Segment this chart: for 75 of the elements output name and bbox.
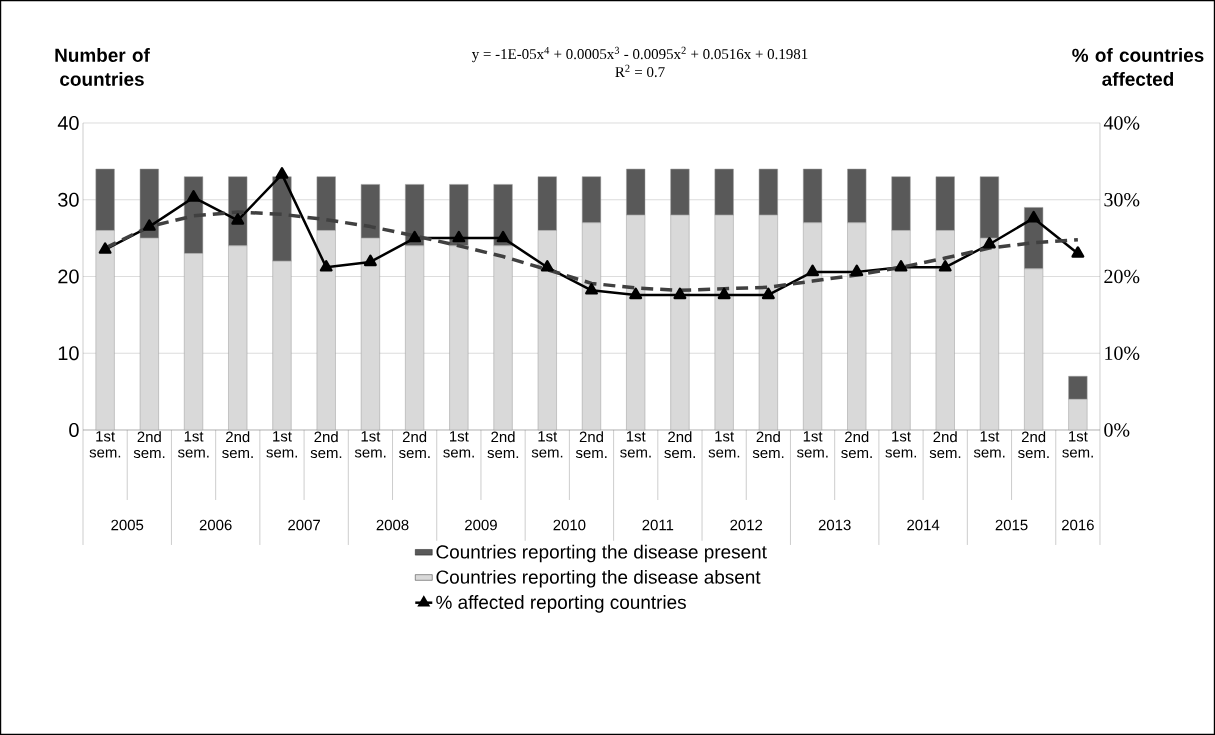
- point: [629, 287, 643, 300]
- y2-tick-label: 30%: [1104, 192, 1140, 207]
- x-tick-label: 1st sem.: [443, 431, 474, 458]
- y2-tick-label: 0%: [1104, 423, 1130, 437]
- text: R$^{2}$ = 0.7: [615, 64, 665, 78]
- x-tick-label: 2nd sem.: [1018, 431, 1049, 459]
- point: [496, 230, 510, 243]
- x-tick-label: 2nd sem.: [487, 431, 519, 459]
- y-tick-label: 40: [57, 115, 79, 131]
- text: 2009: [465, 519, 497, 531]
- x-tick-label: 1st sem.: [973, 431, 1005, 458]
- x-tick-label: 1st sem.: [797, 431, 828, 458]
- x-tick-label: 2nd sem.: [310, 431, 342, 459]
- x-tick-label: 1st sem.: [89, 431, 121, 458]
- point: [761, 287, 775, 300]
- text: 2005: [111, 519, 144, 531]
- legend-label: Countries reporting the disease absent: [436, 569, 761, 588]
- x-tick-label: 1st sem.: [885, 431, 917, 458]
- point: [982, 237, 996, 249]
- legend-label: % affected reporting countries: [436, 595, 686, 613]
- text: 2006: [199, 519, 232, 531]
- point: [673, 287, 687, 300]
- point: [408, 230, 422, 243]
- text: 2015: [995, 519, 1028, 531]
- point: [1071, 246, 1085, 258]
- point: [850, 264, 864, 277]
- x-tick-label: 2nd sem.: [399, 431, 430, 459]
- point: [1027, 210, 1041, 223]
- point: [142, 219, 156, 231]
- point: [187, 190, 200, 202]
- x-tick-label: 2nd sem.: [664, 431, 695, 459]
- x-tick-label: 1st sem.: [354, 431, 386, 458]
- y-tick-label: 30: [58, 192, 79, 207]
- text: 2011: [642, 519, 674, 531]
- x-tick-label: 1st sem.: [620, 431, 651, 458]
- text: 2016: [1062, 519, 1094, 531]
- x-tick-label: 2nd sem.: [841, 431, 872, 459]
- x-tick-label: 2nd sem.: [929, 431, 961, 459]
- x-tick-label: 1st sem.: [1062, 431, 1093, 458]
- y-axis-title: Number of countries: [55, 48, 150, 86]
- x-tick-label: 1st sem.: [266, 431, 297, 458]
- point: [540, 260, 554, 272]
- point: [938, 260, 952, 272]
- y2-tick-label: 40%: [1103, 116, 1140, 130]
- y2-tick-label: 10%: [1105, 346, 1140, 360]
- y2-tick-label: 20%: [1104, 269, 1140, 284]
- text: 2014: [907, 519, 940, 531]
- x-tick-label: 2nd sem.: [133, 431, 165, 459]
- y-tick-label: 20: [58, 269, 79, 284]
- x-tick-label: 1st sem.: [531, 431, 563, 458]
- point: [806, 264, 820, 277]
- text: 2013: [818, 519, 851, 531]
- text: 2008: [376, 519, 409, 531]
- text: 2012: [730, 519, 763, 531]
- point: [585, 283, 598, 295]
- x-tick-label: 1st sem.: [708, 431, 740, 458]
- point: [452, 230, 466, 243]
- y-tick-label: 10: [58, 346, 79, 361]
- point: [319, 260, 333, 272]
- x-tick-label: 2nd sem.: [575, 431, 607, 459]
- point: [717, 287, 731, 300]
- x-tick-label: 1st sem.: [177, 431, 209, 458]
- y-tick-label: 0: [69, 422, 79, 438]
- y2-axis-title: % of countries affected: [1072, 48, 1204, 86]
- point: [275, 167, 289, 179]
- text: y = -1E-05x$^{4}$ + 0.0005x$^{3}$ - 0.0095x$^{2}$ + 0.0516x + 0.1981: [471, 46, 808, 63]
- point: [231, 213, 245, 225]
- point: [363, 254, 377, 267]
- legend-label: Countries reporting the disease present: [436, 544, 767, 563]
- x-tick-label: 2nd sem.: [752, 431, 784, 459]
- point: [894, 260, 908, 272]
- x-tick-label: 2nd sem.: [222, 431, 253, 459]
- text: 2010: [553, 519, 586, 531]
- text: 2007: [288, 519, 320, 531]
- point: [98, 242, 112, 254]
